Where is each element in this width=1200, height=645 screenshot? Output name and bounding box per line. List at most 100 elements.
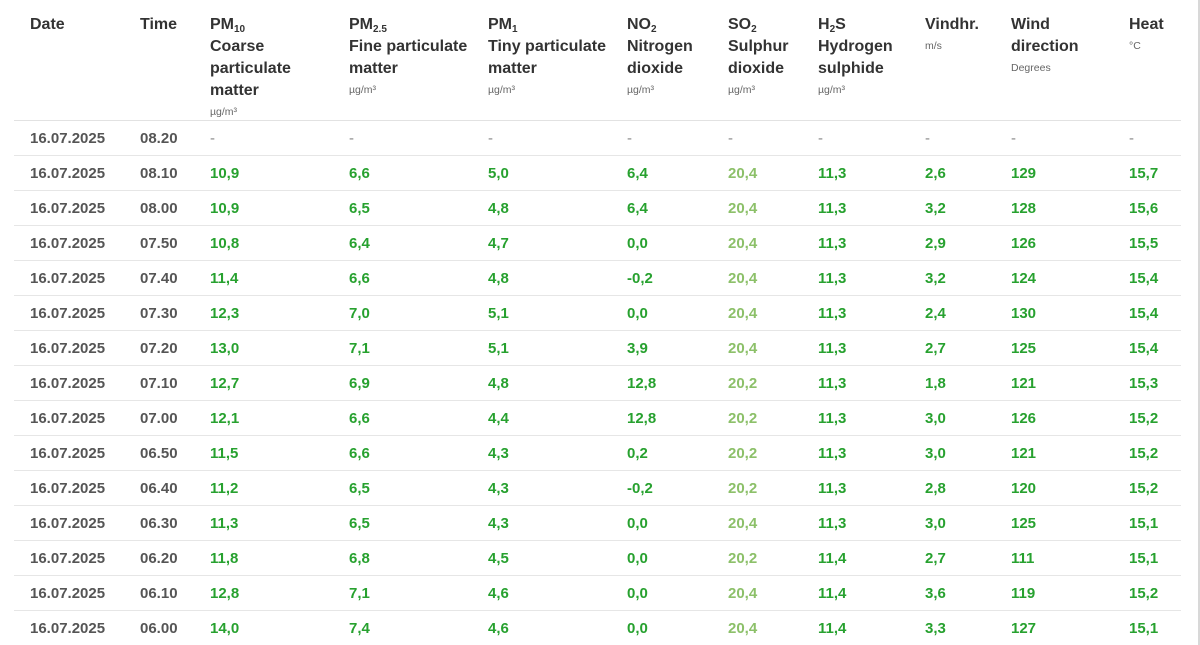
cell-h2s: 11,3 (802, 155, 909, 191)
cell-pm25: 6,5 (333, 470, 472, 506)
pm1-unit: µg/m³ (488, 84, 516, 96)
cell-wind-dir: 119 (995, 575, 1113, 611)
cell-h2s: 11,3 (802, 295, 909, 331)
table-row: 16.07.2025 06.50 11,5 6,6 4,3 0,2 20,2 11,3 3,0 1… (14, 435, 1181, 471)
cell-pm25: 6,6 (333, 435, 472, 471)
cell-heat: 15,1 (1113, 505, 1181, 541)
right-border (1198, 0, 1200, 645)
header-no2: NO2 Nitrogen dioxide µg/m³ (611, 0, 712, 121)
cell-pm25: 6,5 (333, 190, 472, 226)
table-row: 16.07.2025 06.30 11,3 6,5 4,3 0,0 20,4 11,3 3,0 1… (14, 505, 1181, 541)
cell-heat: - (1113, 120, 1181, 156)
cell-time: 06.50 (124, 435, 194, 471)
cell-time: 08.00 (124, 190, 194, 226)
cell-pm25: 6,8 (333, 540, 472, 576)
cell-h2s: 11,3 (802, 260, 909, 296)
cell-pm10: 11,8 (194, 540, 333, 576)
cell-pm25: 6,6 (333, 400, 472, 436)
cell-date: 16.07.2025 (14, 330, 124, 366)
cell-date: 16.07.2025 (14, 155, 124, 191)
cell-pm25: 7,4 (333, 610, 472, 645)
cell-wind-dir: 128 (995, 190, 1113, 226)
pm1-description: Tiny particulate matter (488, 38, 606, 77)
cell-pm10: 14,0 (194, 610, 333, 645)
cell-so2: 20,4 (712, 260, 802, 296)
cell-heat: 15,4 (1113, 260, 1181, 296)
cell-wind-dir: 121 (995, 435, 1113, 471)
table-row: 16.07.2025 06.20 11,8 6,8 4,5 0,0 20,2 11,4 2,7 1… (14, 540, 1181, 576)
cell-so2: 20,4 (712, 610, 802, 645)
cell-wind-dir: 124 (995, 260, 1113, 296)
cell-pm10: 12,1 (194, 400, 333, 436)
heat-label: Heat (1129, 16, 1164, 33)
cell-h2s: - (802, 120, 909, 156)
cell-no2: 6,4 (611, 190, 712, 226)
cell-so2: 20,4 (712, 225, 802, 261)
pm1-symbol: PM1 (488, 16, 518, 35)
cell-so2: - (712, 120, 802, 156)
cell-h2s: 11,3 (802, 365, 909, 401)
cell-heat: 15,2 (1113, 470, 1181, 506)
cell-heat: 15,5 (1113, 225, 1181, 261)
cell-pm1: 4,8 (472, 260, 611, 296)
cell-time: 07.10 (124, 365, 194, 401)
cell-pm10: 11,2 (194, 470, 333, 506)
cell-no2: 0,0 (611, 575, 712, 611)
cell-wind-speed: 3,0 (909, 505, 995, 541)
cell-date: 16.07.2025 (14, 470, 124, 506)
cell-wind-speed: 2,6 (909, 155, 995, 191)
cell-heat: 15,2 (1113, 435, 1181, 471)
cell-wind-dir: 121 (995, 365, 1113, 401)
header-time-label: Time (140, 16, 178, 33)
cell-so2: 20,2 (712, 470, 802, 506)
cell-so2: 20,2 (712, 365, 802, 401)
cell-no2: 0,0 (611, 540, 712, 576)
table-row: 16.07.2025 07.50 10,8 6,4 4,7 0,0 20,4 11,3 2,9 1… (14, 225, 1181, 261)
cell-so2: 20,4 (712, 575, 802, 611)
cell-pm1: - (472, 120, 611, 156)
cell-pm25: 7,1 (333, 330, 472, 366)
cell-pm1: 4,5 (472, 540, 611, 576)
cell-heat: 15,6 (1113, 190, 1181, 226)
cell-pm1: 4,6 (472, 610, 611, 645)
cell-pm1: 4,6 (472, 575, 611, 611)
cell-time: 07.50 (124, 225, 194, 261)
cell-no2: 0,0 (611, 610, 712, 645)
cell-time: 06.40 (124, 470, 194, 506)
cell-pm1: 4,8 (472, 190, 611, 226)
cell-time: 07.00 (124, 400, 194, 436)
cell-wind-dir: 126 (995, 225, 1113, 261)
cell-date: 16.07.2025 (14, 435, 124, 471)
cell-time: 06.30 (124, 505, 194, 541)
pm10-unit: µg/m³ (210, 106, 238, 118)
so2-description: Sulphur dioxide (728, 38, 789, 77)
header-date: Date (14, 0, 124, 121)
cell-so2: 20,2 (712, 540, 802, 576)
cell-no2: -0,2 (611, 470, 712, 506)
cell-wind-speed: 3,0 (909, 435, 995, 471)
cell-no2: 0,0 (611, 225, 712, 261)
cell-h2s: 11,3 (802, 470, 909, 506)
cell-no2: - (611, 120, 712, 156)
cell-pm10: 10,9 (194, 155, 333, 191)
cell-wind-dir: 125 (995, 505, 1113, 541)
table-row: 16.07.2025 07.00 12,1 6,6 4,4 12,8 20,2 11,3 3,0… (14, 400, 1181, 436)
measurements-table: Date Time PM10 Coarse particulate matter… (14, 0, 1181, 645)
cell-pm10: 12,3 (194, 295, 333, 331)
cell-wind-speed: - (909, 120, 995, 156)
cell-pm1: 5,0 (472, 155, 611, 191)
cell-date: 16.07.2025 (14, 190, 124, 226)
cell-so2: 20,4 (712, 330, 802, 366)
pm25-symbol: PM2.5 (349, 16, 387, 35)
cell-time: 06.10 (124, 575, 194, 611)
cell-wind-speed: 3,6 (909, 575, 995, 611)
cell-pm25: - (333, 120, 472, 156)
cell-pm1: 5,1 (472, 330, 611, 366)
cell-wind-dir: 125 (995, 330, 1113, 366)
cell-date: 16.07.2025 (14, 540, 124, 576)
cell-pm25: 6,6 (333, 260, 472, 296)
cell-wind-speed: 2,8 (909, 470, 995, 506)
cell-h2s: 11,4 (802, 575, 909, 611)
cell-time: 07.20 (124, 330, 194, 366)
cell-date: 16.07.2025 (14, 505, 124, 541)
